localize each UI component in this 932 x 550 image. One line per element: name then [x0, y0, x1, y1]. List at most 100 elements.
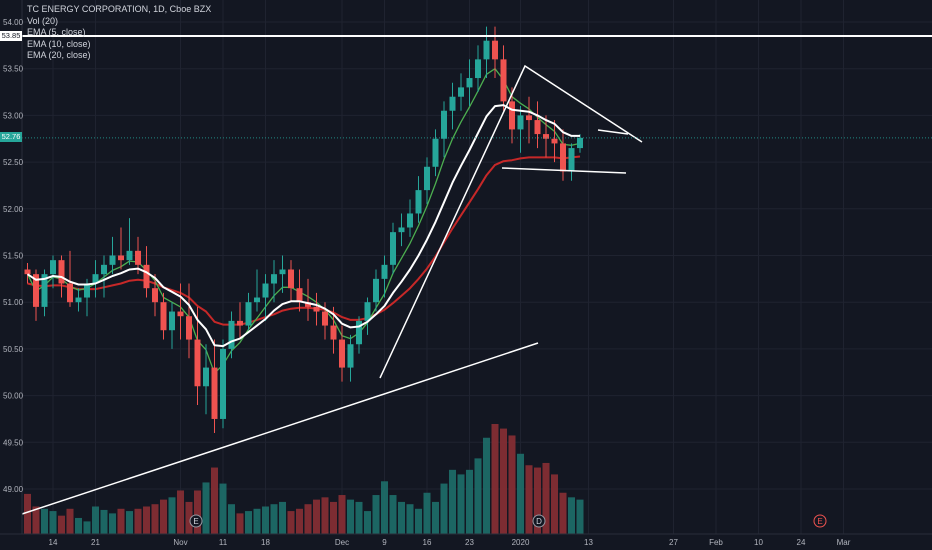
- candle-body: [135, 250, 141, 265]
- candle-body: [381, 264, 388, 279]
- candle-body: [347, 344, 354, 368]
- candle-body: [254, 297, 260, 303]
- volume-bar: [491, 424, 499, 534]
- volume-bar: [236, 513, 244, 534]
- volume-bar: [49, 511, 57, 534]
- candle-body: [305, 302, 311, 307]
- candle-body: [500, 59, 507, 102]
- x-tick-label: Mar: [837, 538, 851, 547]
- volume-bar: [253, 508, 261, 534]
- y-tick-label: 53.00: [3, 111, 24, 120]
- trendline-drawings[interactable]: [21, 35, 932, 515]
- volume-bar: [542, 462, 550, 534]
- candle-body: [390, 232, 396, 265]
- candle-body: [262, 283, 269, 298]
- volume-bar: [576, 499, 584, 534]
- legend-title: TC ENERGY CORPORATION, 1D, Cboe BZX: [27, 4, 212, 14]
- ema5-line: [26, 68, 581, 374]
- volume-bar: [83, 521, 91, 534]
- candle-body: [228, 320, 235, 349]
- candle-body: [534, 120, 541, 135]
- x-tick-label: 23: [465, 538, 474, 547]
- candle-body: [92, 274, 99, 284]
- volume-bar: [245, 511, 252, 534]
- volume-bar: [279, 501, 286, 534]
- candle-body: [509, 101, 515, 130]
- y-tick-label: 49.00: [3, 485, 24, 494]
- volume-bar: [151, 504, 159, 534]
- volume-bar: [109, 513, 116, 534]
- volume-bar: [168, 497, 176, 534]
- volume-bar: [347, 499, 354, 534]
- y-tick-label: 51.50: [3, 252, 24, 261]
- y-axis-background: [0, 0, 22, 550]
- candle-body: [483, 40, 490, 60]
- y-tick-label: 51.00: [3, 298, 24, 307]
- candle-body: [143, 264, 150, 289]
- candle-body: [551, 138, 558, 144]
- volume-bars: [24, 424, 584, 534]
- candle-body: [152, 288, 158, 303]
- candle-body: [577, 137, 583, 149]
- event-marker[interactable]: [813, 514, 827, 528]
- candle-body: [84, 283, 90, 298]
- volume-bar: [449, 469, 456, 534]
- x-tick-label: Feb: [709, 538, 723, 547]
- volume-bar: [160, 499, 167, 534]
- candle-body: [424, 166, 430, 191]
- volume-bar: [457, 474, 465, 534]
- volume-bar: [534, 467, 541, 534]
- event-marker[interactable]: [189, 514, 203, 528]
- candle-body: [364, 302, 371, 321]
- candle-body: [373, 278, 379, 303]
- y-tick-label: 50.00: [3, 392, 24, 401]
- x-tick-label: Nov: [173, 538, 187, 547]
- volume-bar: [58, 515, 65, 534]
- volume-bar: [474, 458, 482, 534]
- volume-bar: [24, 493, 31, 534]
- volume-bar: [287, 511, 295, 534]
- volume-bar: [364, 511, 371, 534]
- candle-body: [407, 213, 413, 228]
- volume-bar: [134, 508, 142, 534]
- candle-body: [194, 339, 201, 387]
- volume-bar: [559, 492, 567, 534]
- volume-bar: [330, 501, 337, 534]
- volume-bar: [41, 508, 48, 534]
- volume-bar: [185, 501, 193, 534]
- ema20-line: [27, 155, 581, 326]
- x-tick-label: 24: [797, 538, 806, 547]
- y-tick-label: 53.50: [3, 65, 24, 74]
- x-tick-label: 10: [754, 538, 763, 547]
- candle-body: [220, 348, 226, 419]
- ema5-path: [26, 68, 581, 374]
- y-tick-label: 54.00: [3, 18, 24, 27]
- flag-pole-lines: [379, 64, 643, 379]
- x-tick-label: 16: [423, 538, 432, 547]
- volume-bar: [568, 497, 575, 534]
- candle-body: [186, 316, 192, 340]
- candle-body: [41, 274, 48, 307]
- volume-bar: [194, 490, 201, 534]
- x-tick-label: 9: [382, 538, 387, 547]
- candle-body: [356, 320, 362, 345]
- event-marker[interactable]: [532, 514, 546, 528]
- volume-bar: [262, 506, 269, 534]
- x-tick-label: 27: [669, 538, 678, 547]
- volume-bar: [406, 504, 414, 534]
- candle-body: [101, 264, 107, 275]
- y-tick-label: 52.50: [3, 158, 24, 167]
- last-price-tag: 52.76: [0, 132, 22, 142]
- volume-bar: [551, 474, 558, 534]
- volume-bar: [92, 506, 99, 534]
- volume-bar: [389, 495, 397, 534]
- candle-body: [237, 320, 243, 326]
- candle-body: [58, 260, 65, 284]
- y-tick-label: 49.50: [3, 438, 24, 447]
- volume-bar: [75, 517, 82, 534]
- volume-bar: [177, 490, 184, 534]
- candle-body: [466, 78, 473, 88]
- volume-bar: [483, 437, 490, 534]
